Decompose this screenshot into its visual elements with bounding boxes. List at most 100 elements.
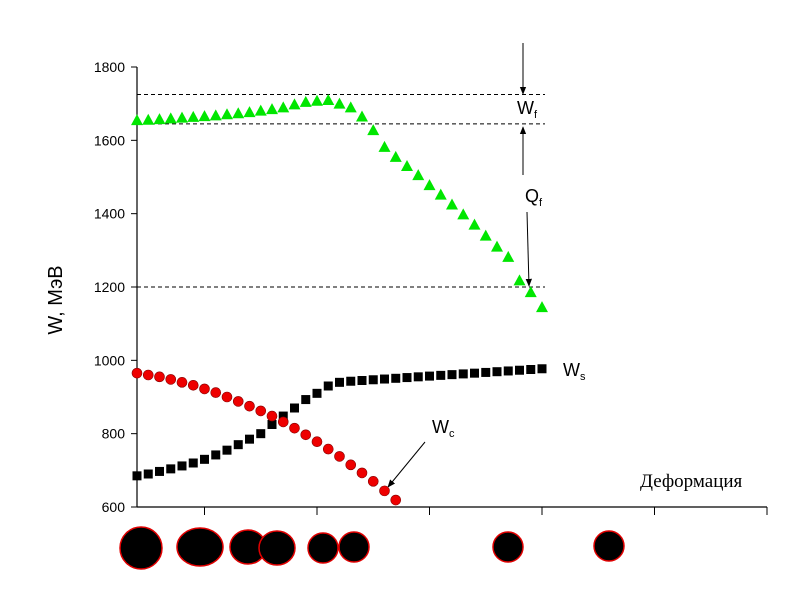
circle-point — [300, 429, 312, 441]
arrow — [387, 441, 426, 488]
square-point — [436, 370, 446, 380]
circle-point — [367, 476, 379, 487]
nucleus — [338, 531, 370, 563]
annotation: Qf — [525, 186, 543, 209]
annotation: Wf — [517, 98, 538, 121]
circle-point — [356, 467, 368, 479]
circle-point — [142, 369, 154, 381]
square-point — [346, 376, 356, 386]
circle-point — [289, 422, 300, 434]
square-point — [177, 461, 187, 471]
square-point — [188, 458, 198, 468]
triangle-point — [457, 208, 470, 220]
circle-point — [244, 400, 255, 412]
nucleus-shapes — [119, 526, 625, 570]
y-tick-label: 1800 — [94, 59, 125, 75]
circle-point — [311, 436, 323, 448]
triangle-point — [401, 160, 413, 171]
triangle-point — [344, 101, 357, 113]
square-point — [245, 434, 254, 444]
circle-point — [187, 379, 199, 391]
triangle-point — [389, 150, 402, 162]
y-tick-label: 800 — [102, 426, 126, 442]
triangle-point — [187, 110, 200, 122]
triangle-point — [536, 301, 548, 313]
triangle-point — [232, 107, 245, 119]
triangle-point — [491, 240, 503, 252]
square-point — [447, 370, 457, 380]
triangle-point — [468, 218, 481, 230]
circle-point — [232, 396, 244, 407]
triangle-point — [277, 101, 290, 113]
square-point — [256, 429, 266, 439]
triangle-point — [142, 113, 155, 125]
square-point — [481, 367, 491, 377]
triangle-point — [266, 103, 278, 115]
triangle-point — [209, 109, 222, 121]
triangle-point — [333, 97, 346, 109]
square-point — [323, 381, 333, 391]
y-tick-label: 1600 — [94, 132, 125, 148]
square-point — [166, 464, 176, 474]
square-point — [222, 445, 232, 455]
square-point — [155, 466, 164, 476]
triangle-point — [198, 110, 211, 122]
square-point — [380, 374, 389, 384]
triangle-point — [434, 188, 447, 200]
circle-point — [154, 371, 165, 383]
nucleus — [176, 527, 224, 567]
square-point — [413, 372, 423, 382]
triangle-point — [513, 274, 526, 286]
triangle-point — [524, 286, 537, 298]
arrow — [525, 211, 533, 287]
circle-point — [322, 443, 334, 455]
nucleus — [119, 526, 163, 570]
y-tick-label: 1000 — [94, 352, 125, 368]
square-point — [143, 469, 153, 479]
square-point — [357, 376, 367, 385]
circle-point — [255, 405, 267, 417]
square-point — [211, 450, 221, 460]
square-point — [267, 420, 277, 429]
square-point — [200, 454, 209, 464]
circle-point — [199, 383, 210, 395]
circle-point — [266, 410, 278, 422]
triangle-point — [299, 95, 312, 107]
square-point — [492, 367, 502, 377]
circle-point — [131, 367, 143, 379]
triangle-point — [153, 113, 166, 125]
nucleus — [593, 530, 625, 562]
triangle-point — [254, 104, 267, 116]
y-tick-label: 1400 — [94, 206, 125, 222]
triangle-point — [423, 179, 436, 191]
square-point — [391, 373, 401, 383]
square-point — [278, 411, 288, 421]
triangle-point — [502, 250, 515, 262]
square-point — [301, 395, 311, 405]
circle-point — [165, 374, 177, 385]
square-point — [537, 364, 547, 374]
triangle-point — [412, 169, 425, 181]
square-point — [402, 373, 412, 383]
annotation: Ws — [563, 360, 586, 383]
square-point — [425, 371, 434, 381]
triangle-point — [131, 114, 143, 126]
x-axis-label: Деформация — [640, 471, 743, 492]
square-point — [368, 375, 378, 385]
square-point — [290, 403, 299, 413]
triangle-point — [243, 106, 256, 118]
y-axis-label: W, МэВ — [45, 265, 67, 334]
triangle-point — [221, 108, 233, 120]
square-point — [132, 471, 142, 481]
circle-point — [379, 485, 390, 497]
annotation: Wc — [432, 417, 455, 440]
triangle-point — [322, 94, 335, 105]
square-point — [470, 368, 479, 378]
triangle-point — [378, 140, 391, 152]
square-point — [312, 388, 322, 398]
circle-point — [221, 391, 233, 403]
circle-point — [277, 416, 289, 428]
nucleus — [492, 531, 524, 563]
triangle-point — [479, 229, 492, 241]
